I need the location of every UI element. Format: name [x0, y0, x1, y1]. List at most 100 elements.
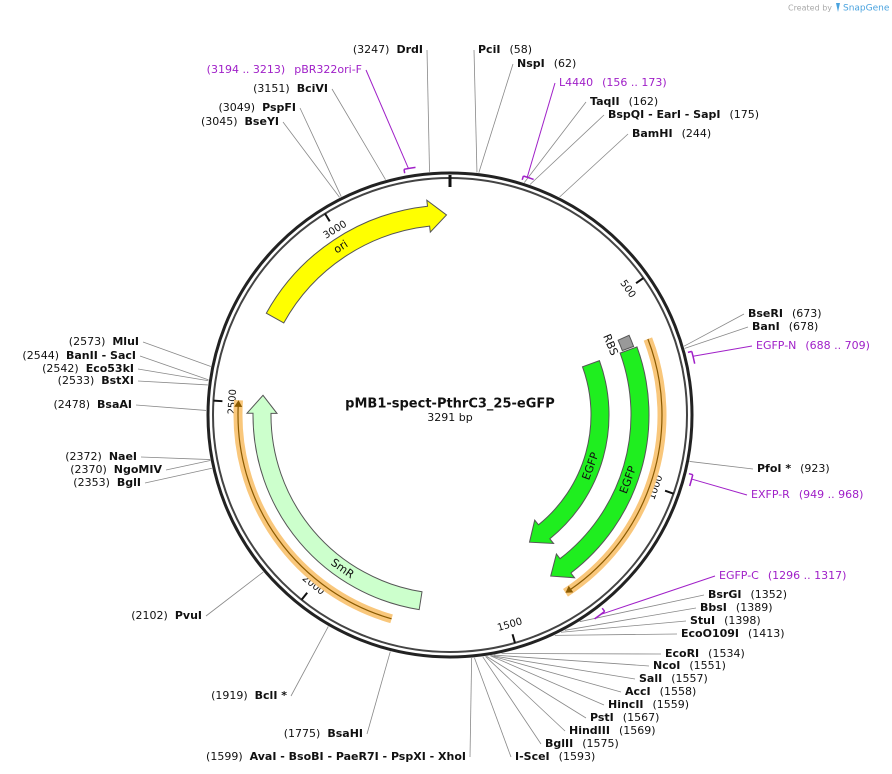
tick-mark	[324, 213, 331, 222]
site-name: AvaI - BsoBI - PaeR7I - PspXI - XhoI	[250, 750, 466, 763]
site-leader	[144, 467, 212, 484]
site-leader	[135, 404, 207, 411]
site-label: (2102) PvuI	[131, 609, 202, 622]
site-leader	[205, 571, 264, 617]
site-leader	[561, 620, 687, 633]
ring-outer	[206, 171, 694, 659]
site-position: (1919)	[211, 689, 248, 702]
site-leader	[689, 461, 754, 470]
site-name: I-SceI	[515, 750, 550, 763]
site-label: (1919) BclI *	[211, 689, 287, 702]
site-name: StuI	[690, 614, 715, 627]
site-position: (3151)	[253, 82, 290, 95]
site-leader	[683, 313, 745, 347]
site-label: (2478) BsaAI	[53, 398, 132, 411]
primer-range: (1296 .. 1317)	[768, 569, 847, 582]
site-label: BspQI - EarI - SapI (175)	[608, 108, 759, 121]
site-leader	[290, 626, 329, 697]
site-leader	[529, 114, 605, 185]
primer-name: EGFP-N	[756, 339, 796, 352]
primer-name: EXFP-R	[751, 488, 790, 501]
site-position: (678)	[789, 320, 819, 333]
brand-icon	[836, 3, 840, 12]
site-position: (1567)	[623, 711, 660, 724]
cds-band-line	[237, 405, 392, 620]
site-leader	[426, 49, 430, 172]
site-position: (1559)	[653, 698, 690, 711]
primer-label: EGFP-N (688 .. 709)	[756, 339, 870, 352]
site-label: PciI (58)	[478, 43, 532, 56]
tick-label: 500	[617, 278, 637, 300]
site-leader	[139, 355, 209, 381]
site-position: (1599)	[206, 750, 243, 763]
site-position: (2544)	[22, 349, 59, 362]
primer-leader	[365, 69, 409, 169]
site-leader	[564, 607, 697, 631]
site-name: AccI	[625, 685, 651, 698]
site-label: HincII (1559)	[608, 698, 689, 711]
primer-name: pBR322ori-F	[294, 63, 362, 76]
site-name: NgoMIV	[114, 463, 163, 476]
primer-range: (156 .. 173)	[602, 76, 667, 89]
rbs-box	[617, 334, 635, 352]
site-label: (2544) BanII - SacI	[22, 349, 136, 362]
site-label: HindIII (1569)	[569, 724, 656, 737]
site-name: EcoO109I	[681, 627, 739, 640]
site-position: (1575)	[582, 737, 619, 750]
site-label: TaqII (162)	[590, 95, 658, 108]
primer-label: EGFP-C (1296 .. 1317)	[719, 569, 846, 582]
site-label: BamHI (244)	[632, 127, 711, 140]
site-position: (2573)	[69, 335, 106, 348]
site-leader	[282, 121, 340, 198]
site-position: (2533)	[58, 374, 95, 387]
tick-label: 1500	[496, 616, 523, 634]
primer-name: EGFP-C	[719, 569, 759, 582]
site-label: BseRI (673)	[748, 307, 822, 320]
site-leader	[559, 133, 629, 198]
feature-arrow	[550, 346, 650, 579]
cds-band-head	[234, 400, 243, 407]
site-name: BanI	[752, 320, 780, 333]
site-position: (673)	[792, 307, 822, 320]
site-position: (3049)	[219, 101, 256, 114]
site-position: (162)	[629, 95, 659, 108]
site-name: BclI *	[255, 689, 288, 702]
feature-label: RBS	[600, 332, 621, 357]
primer-label: (3194 .. 3213) pBR322ori-F	[207, 63, 362, 76]
site-leader	[137, 380, 208, 386]
site-name: TaqII	[590, 95, 620, 108]
site-position: (1398)	[724, 614, 761, 627]
site-leader	[331, 88, 386, 180]
site-position: (62)	[554, 57, 577, 70]
site-position: (1557)	[671, 672, 708, 685]
site-name: NaeI	[109, 450, 137, 463]
site-leader	[165, 460, 211, 471]
tick-mark	[511, 633, 516, 644]
site-name: BspQI - EarI - SapI	[608, 108, 720, 121]
feature-arrow	[528, 359, 610, 545]
site-name: BanII - SacI	[66, 349, 136, 362]
site-name: BbsI	[700, 601, 727, 614]
primer-label: EXFP-R (949 .. 968)	[751, 488, 863, 501]
site-label: NcoI (1551)	[653, 659, 726, 672]
primer-name: L4440	[559, 76, 593, 89]
site-name: EcoRI	[665, 647, 699, 660]
tick-mark	[300, 592, 308, 601]
site-position: (1352)	[750, 588, 787, 601]
site-name: PstI	[590, 711, 614, 724]
site-position: (1413)	[748, 627, 785, 640]
site-position: (2102)	[131, 609, 168, 622]
site-position: (1593)	[559, 750, 596, 763]
site-name: MluI	[112, 335, 139, 348]
site-leader	[486, 655, 587, 719]
site-leader	[523, 101, 587, 183]
site-leader	[473, 49, 478, 173]
site-position: (2370)	[70, 463, 107, 476]
site-leader	[490, 655, 636, 680]
site-name: BseRI	[748, 307, 783, 320]
site-label: BbsI (1389)	[700, 601, 772, 614]
tick-mark	[213, 399, 223, 403]
site-leader	[482, 656, 542, 745]
site-name: BsrGI	[708, 588, 741, 601]
